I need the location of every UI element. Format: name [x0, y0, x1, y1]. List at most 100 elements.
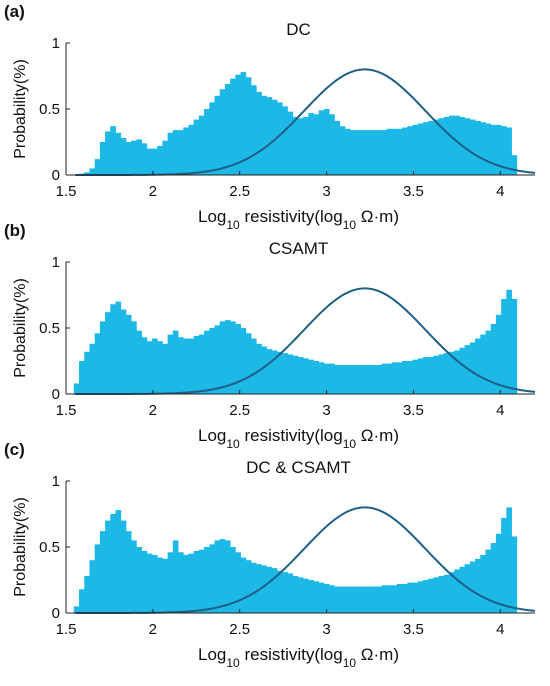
histogram-bar: [443, 574, 450, 613]
x-tick-label: 3: [322, 621, 330, 638]
histogram-bar: [313, 114, 320, 175]
histogram-bar: [287, 354, 294, 394]
histogram-bar: [120, 309, 127, 394]
histogram-bar: [475, 338, 481, 394]
histogram-bar: [157, 145, 163, 175]
x-tick-label: 4: [496, 183, 504, 200]
histogram-bar: [464, 118, 471, 175]
x-tick-label: 2: [149, 621, 157, 638]
histogram-bar: [157, 557, 163, 613]
histogram-bar: [459, 347, 466, 394]
chart-panel-3: 1.5 2 2.5 3 3.5 4 0 0.5 1 (c) DC & CSAMT Probabilit…: [4, 440, 536, 670]
histogram-bar: [454, 350, 460, 394]
chart-title: DC: [286, 20, 311, 39]
histogram-bar: [240, 328, 247, 394]
histogram-bar: [318, 582, 325, 613]
y-tick-label: 0: [52, 167, 60, 184]
chart-title: DC & CSAMT: [246, 458, 351, 477]
histogram-bar: [323, 363, 330, 394]
histogram-bar: [396, 128, 403, 175]
histogram-bar: [250, 85, 257, 175]
histogram-bar: [271, 99, 278, 175]
histogram-bar: [334, 586, 340, 613]
histogram-bar: [511, 536, 518, 613]
histogram-bar: [162, 140, 169, 175]
histogram-bar: [167, 132, 174, 175]
histogram-bar: [235, 552, 241, 613]
histogram-bar: [230, 547, 236, 613]
histogram-bar: [73, 606, 80, 613]
y-tick-label: 0.5: [39, 320, 60, 337]
histogram-bar: [162, 558, 169, 613]
histogram-bar: [402, 127, 408, 175]
y-axis-label: Probability(%): [12, 59, 29, 159]
histogram-bar: [172, 540, 179, 613]
histogram-bar: [136, 547, 142, 613]
histogram-bar: [422, 580, 429, 613]
histogram-bar: [490, 124, 497, 175]
histogram-bar: [386, 585, 393, 613]
histogram-bar: [469, 561, 476, 613]
histogram-bar: [407, 361, 413, 394]
histogram-bar: [277, 351, 283, 394]
histogram-bar: [204, 547, 210, 613]
histogram-bar: [178, 337, 184, 394]
histogram-bar: [183, 554, 189, 613]
histogram-bar: [245, 560, 252, 613]
x-tick-label: 1.5: [56, 621, 77, 638]
histogram-bar: [339, 364, 346, 394]
histogram-bar: [292, 576, 299, 613]
histogram-bar: [230, 78, 236, 175]
histogram-bar: [308, 112, 314, 175]
histogram-bar: [344, 586, 351, 613]
histogram-bar: [386, 363, 393, 394]
histogram-bar: [79, 589, 85, 613]
histogram-bar: [402, 583, 408, 613]
histogram-bar: [105, 520, 111, 613]
x-tick-label: 3.5: [403, 402, 424, 419]
y-tick-label: 0: [52, 386, 60, 403]
histogram-bar: [198, 549, 205, 613]
histogram-bar: [271, 568, 278, 613]
histogram-bar: [297, 357, 304, 394]
x-tick-label: 1.5: [56, 402, 77, 419]
histogram-bar: [334, 120, 340, 175]
histogram-bar: [303, 116, 309, 175]
histogram-bar: [370, 586, 377, 613]
histogram-bar: [209, 102, 215, 175]
histogram-bar: [141, 337, 148, 394]
histogram-bar: [125, 531, 132, 613]
histogram-bar: [214, 95, 221, 175]
histogram-bar: [125, 142, 132, 175]
histogram-bar: [188, 553, 195, 613]
histogram-bar: [266, 566, 273, 613]
histogram-bar: [120, 138, 127, 175]
histogram-bar: [282, 353, 288, 394]
histogram-bar: [313, 581, 320, 613]
histogram-bar: [308, 359, 314, 394]
histogram-bar: [303, 578, 309, 613]
histogram-bar: [376, 364, 382, 394]
histogram-bar: [209, 544, 215, 613]
histogram-bar: [183, 338, 189, 394]
histogram-bar: [501, 126, 507, 175]
x-tick-label: 1.5: [56, 183, 77, 200]
histogram-bar: [412, 582, 419, 613]
histogram-bar: [198, 115, 205, 175]
histogram-bar: [224, 540, 231, 613]
histogram-bar: [146, 148, 153, 175]
histogram-bar: [99, 142, 106, 175]
histogram-bar: [230, 321, 236, 394]
histogram-bar: [73, 383, 80, 394]
histogram-bar: [162, 343, 169, 394]
histogram-bar: [277, 570, 283, 613]
histogram-bar: [334, 364, 340, 394]
histogram-bar: [495, 314, 502, 394]
histogram-bar: [261, 565, 268, 613]
histogram-bar: [256, 343, 262, 394]
histogram-bar: [240, 72, 247, 175]
histogram-bar: [136, 139, 142, 175]
histogram-bar: [172, 130, 179, 175]
histogram-bar: [125, 314, 132, 394]
